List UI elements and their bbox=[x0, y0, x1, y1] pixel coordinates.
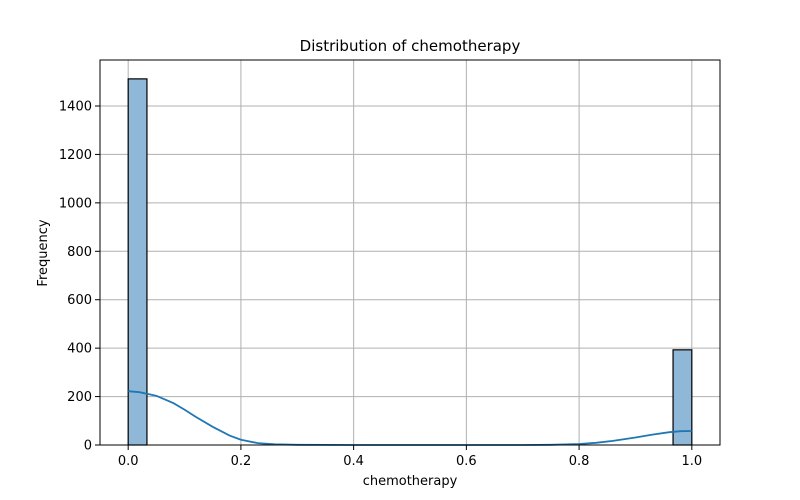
histogram-bar bbox=[127, 78, 148, 446]
x-tick-label: 0.6 bbox=[456, 454, 477, 469]
y-tick-label: 600 bbox=[67, 293, 92, 308]
y-tick-label: 400 bbox=[67, 342, 92, 357]
y-tick-label: 0 bbox=[84, 439, 92, 454]
kde-line bbox=[128, 390, 692, 446]
x-tick-label: 0.2 bbox=[231, 454, 252, 469]
y-tick-label: 1200 bbox=[59, 148, 92, 163]
kde-layer bbox=[128, 390, 692, 446]
x-axis-label: chemotherapy bbox=[363, 474, 458, 489]
x-tick-label: 0.0 bbox=[118, 454, 139, 469]
bars-layer bbox=[127, 78, 693, 446]
y-axis-label: Frequency bbox=[36, 219, 51, 286]
chart-title: Distribution of chemotherapy bbox=[300, 37, 521, 55]
y-tick-label: 1000 bbox=[59, 196, 92, 211]
grid-layer bbox=[100, 60, 720, 446]
y-tick-label: 1400 bbox=[59, 100, 92, 115]
y-tick-label: 200 bbox=[67, 390, 92, 405]
x-tick-label: 1.0 bbox=[681, 454, 702, 469]
plot-frame bbox=[99, 59, 721, 446]
ticks-layer: 0.0 0.2 0.4 0.6 0.8 1.0 0 200 400 600 800 1000 1200 1… bbox=[59, 100, 702, 469]
y-tick-label: 800 bbox=[67, 245, 92, 260]
x-tick-label: 0.8 bbox=[569, 454, 590, 469]
x-tick-label: 0.4 bbox=[343, 454, 364, 469]
